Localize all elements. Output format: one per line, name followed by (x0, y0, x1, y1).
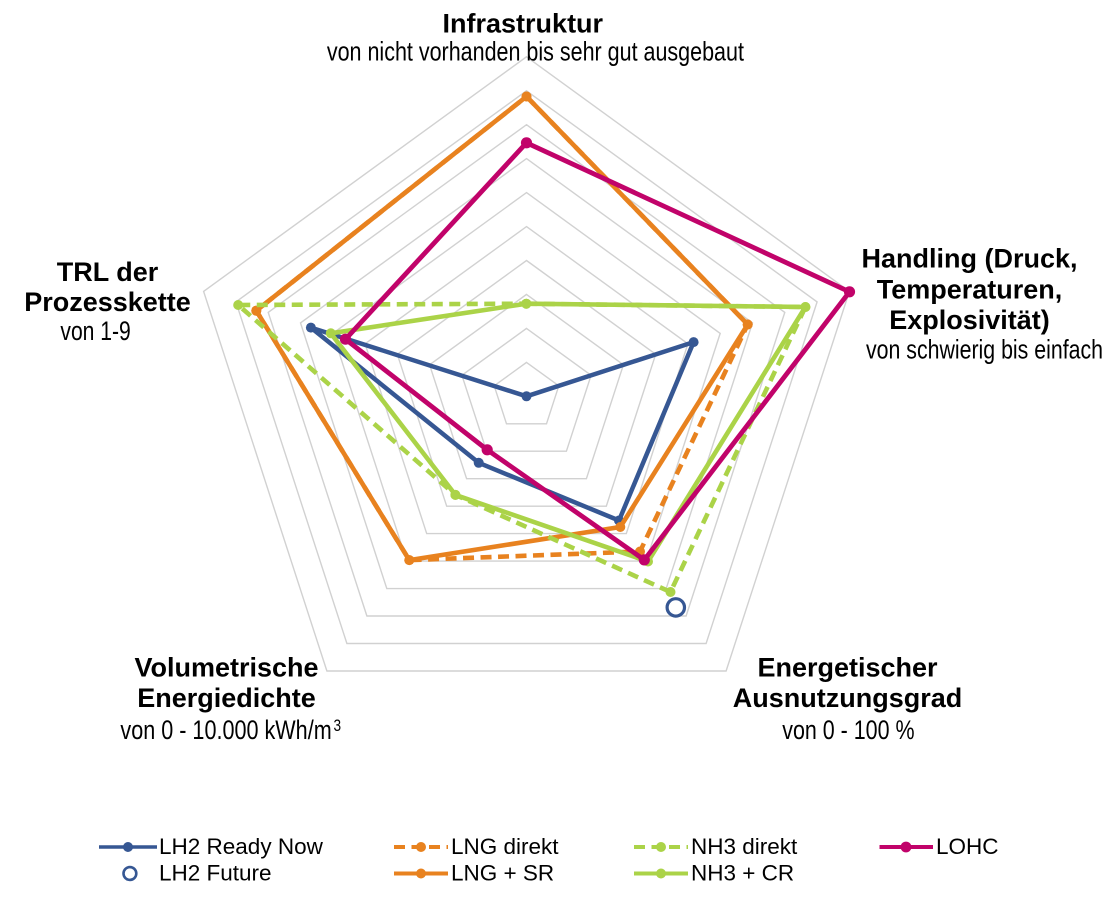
svg-text:NH3 direkt: NH3 direkt (691, 834, 798, 859)
svg-text:Explosivität): Explosivität) (889, 305, 1050, 335)
svg-text:von schwierig bis einfach: von schwierig bis einfach (866, 335, 1103, 365)
svg-text:von 1-9: von 1-9 (60, 316, 130, 346)
svg-text:LNG + SR: LNG + SR (451, 861, 554, 886)
svg-text:LOHC: LOHC (936, 834, 999, 859)
svg-text:3: 3 (334, 716, 342, 735)
svg-text:LH2 Future: LH2 Future (159, 861, 272, 886)
svg-text:NH3 + CR: NH3 + CR (691, 861, 794, 886)
svg-text:LH2 Ready Now: LH2 Ready Now (159, 834, 324, 859)
svg-text:Temperaturen,: Temperaturen, (877, 274, 1063, 304)
svg-text:Infrastruktur: Infrastruktur (443, 9, 604, 39)
svg-text:von nicht vorhanden bis sehr g: von nicht vorhanden bis sehr gut ausgeba… (327, 36, 744, 66)
svg-text:Prozesskette: Prozesskette (24, 287, 191, 317)
svg-text:Energiedichte: Energiedichte (137, 683, 316, 713)
svg-text:TRL der: TRL der (57, 257, 159, 287)
svg-text:von 0 - 10.000 kWh/m: von 0 - 10.000 kWh/m (120, 715, 331, 745)
svg-text:Ausnutzungsgrad: Ausnutzungsgrad (733, 683, 963, 713)
svg-text:LNG direkt: LNG direkt (451, 834, 559, 859)
svg-text:Handling (Druck,: Handling (Druck, (861, 243, 1077, 273)
svg-text:Energetischer: Energetischer (757, 653, 938, 683)
svg-text:von 0 - 100 %: von 0 - 100 % (782, 715, 914, 745)
svg-text:Volumetrische: Volumetrische (134, 653, 318, 683)
